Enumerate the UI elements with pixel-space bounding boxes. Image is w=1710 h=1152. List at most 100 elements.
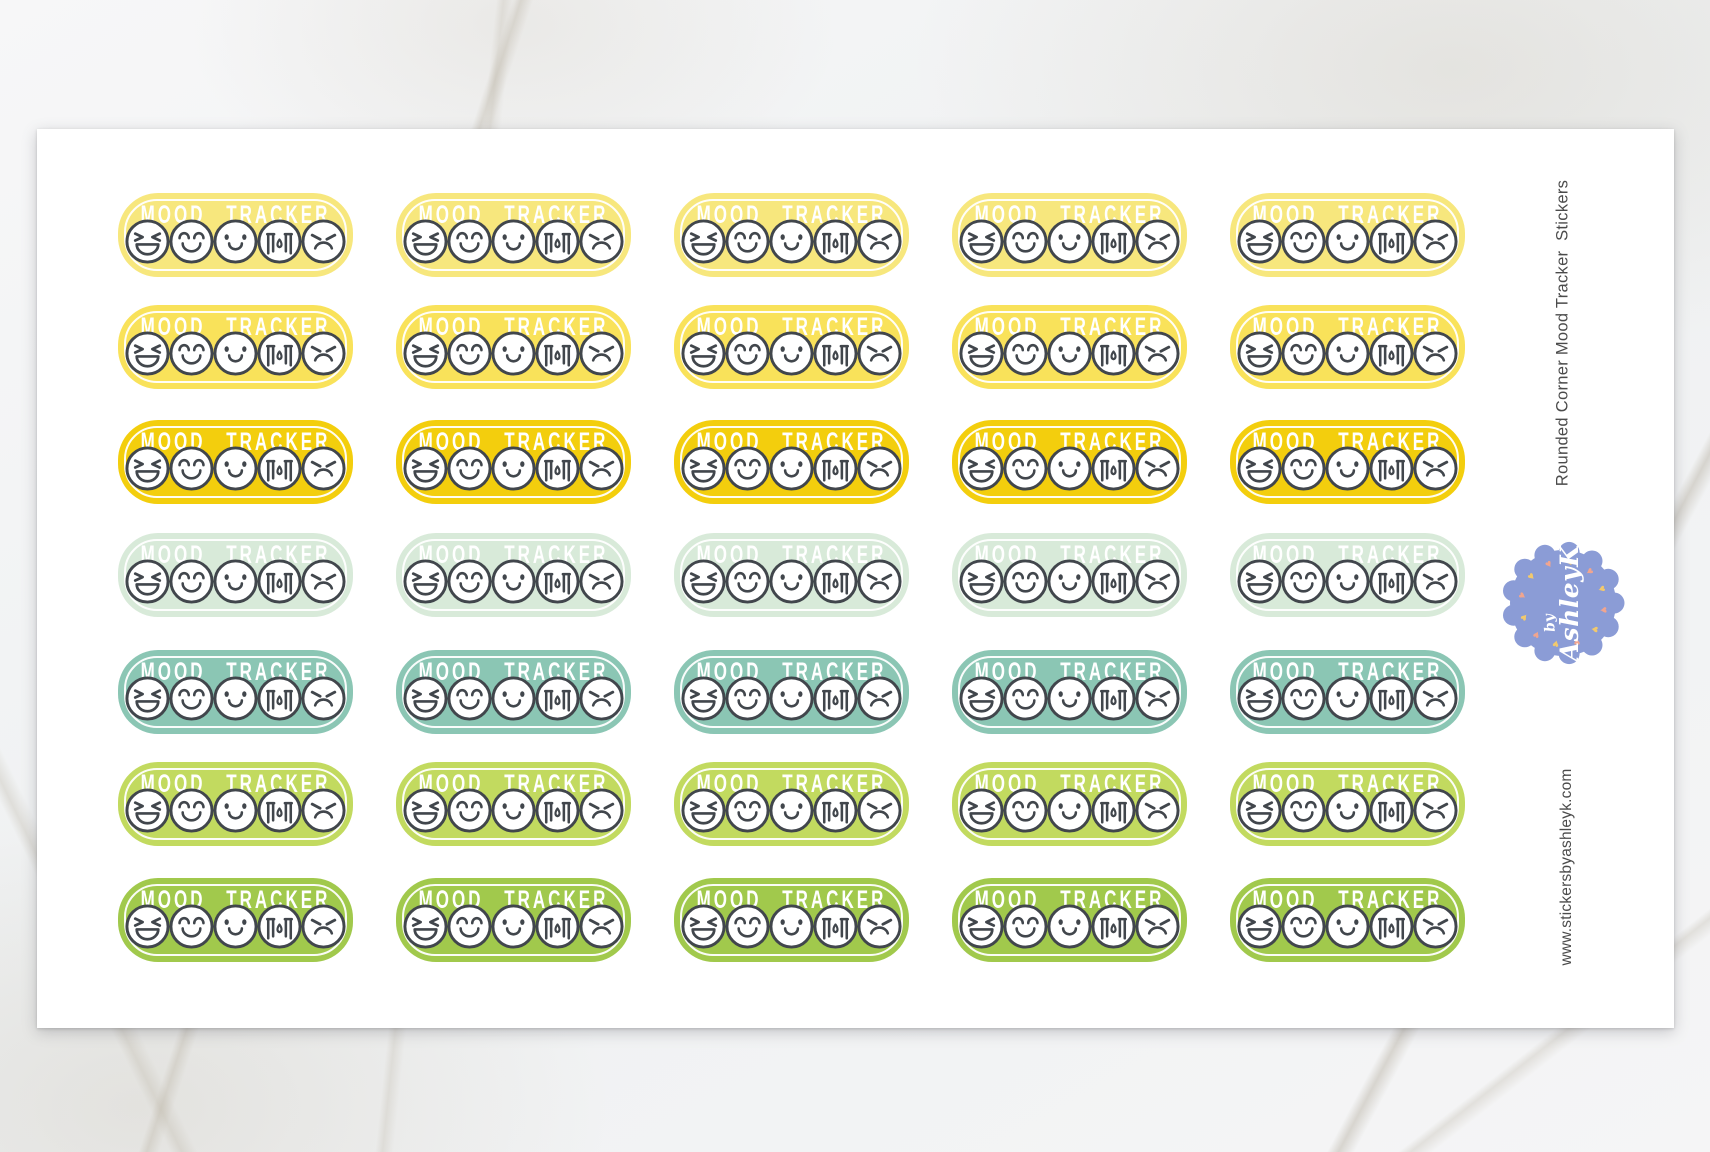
angry-face-icon: [1134, 218, 1181, 265]
angry-face-icon: [1134, 445, 1181, 492]
laughing-face-icon: [958, 218, 1005, 265]
badge-by-label: by: [1541, 613, 1559, 633]
product-title-vertical: Rounded Corner Mood Tracker Stickers: [1553, 179, 1572, 487]
laughing-face-icon: [680, 330, 727, 377]
face-row: [674, 218, 909, 265]
mood-tracker-sticker-teal: MOOD TRACKER: [118, 650, 353, 734]
face-row: [118, 558, 353, 605]
smiling-face-icon: [1046, 218, 1093, 265]
laughing-face-icon: [680, 558, 727, 605]
smiling-face-icon: [490, 558, 537, 605]
face-row: [1230, 218, 1465, 265]
scallop-circle-icon: [1503, 541, 1625, 665]
crying-face-icon: [534, 787, 581, 834]
mood-tracker-sticker-lime: MOOD TRACKER: [118, 762, 353, 846]
mood-tracker-sticker-teal: MOOD TRACKER: [674, 650, 909, 734]
angry-face-icon: [856, 330, 903, 377]
face-row: [674, 675, 909, 722]
angry-face-icon: [578, 675, 625, 722]
laughing-face-icon: [958, 903, 1005, 950]
smiling-face-icon: [490, 903, 537, 950]
face-row: [952, 558, 1187, 605]
crying-face-icon: [812, 330, 859, 377]
face-row: [952, 903, 1187, 950]
face-row: [118, 218, 353, 265]
happy-face-icon: [724, 787, 771, 834]
laughing-face-icon: [1236, 218, 1283, 265]
face-row: [1230, 787, 1465, 834]
happy-face-icon: [1280, 675, 1327, 722]
smiling-face-icon: [1324, 903, 1371, 950]
crying-face-icon: [1090, 558, 1137, 605]
face-row: [674, 445, 909, 492]
smiling-face-icon: [490, 787, 537, 834]
smiling-face-icon: [212, 330, 259, 377]
crying-face-icon: [1368, 903, 1415, 950]
laughing-face-icon: [958, 445, 1005, 492]
angry-face-icon: [300, 903, 347, 950]
mood-tracker-sticker-lime: MOOD TRACKER: [396, 762, 631, 846]
happy-face-icon: [1280, 218, 1327, 265]
laughing-face-icon: [402, 218, 449, 265]
laughing-face-icon: [1236, 787, 1283, 834]
brand-badge: ♥ ♥ ♥ ♥ ♥ ♥ ♥ ♥ ♥ ♥ ♥ ♥ by AshleyK: [1501, 541, 1625, 665]
face-row: [674, 787, 909, 834]
happy-face-icon: [1002, 787, 1049, 834]
face-row: [674, 558, 909, 605]
crying-face-icon: [1368, 787, 1415, 834]
face-row: [396, 675, 631, 722]
angry-face-icon: [1412, 330, 1459, 377]
happy-face-icon: [1002, 558, 1049, 605]
crying-face-icon: [534, 330, 581, 377]
face-row: [952, 218, 1187, 265]
laughing-face-icon: [402, 903, 449, 950]
happy-face-icon: [1002, 445, 1049, 492]
badge-brand-name: AshleyK: [1555, 544, 1584, 662]
happy-face-icon: [1280, 330, 1327, 377]
laughing-face-icon: [402, 330, 449, 377]
happy-face-icon: [446, 787, 493, 834]
face-row: [396, 218, 631, 265]
laughing-face-icon: [680, 903, 727, 950]
smiling-face-icon: [768, 330, 815, 377]
angry-face-icon: [1412, 558, 1459, 605]
face-row: [396, 445, 631, 492]
crying-face-icon: [1090, 787, 1137, 834]
face-row: [118, 903, 353, 950]
happy-face-icon: [724, 675, 771, 722]
smiling-face-icon: [1046, 787, 1093, 834]
smiling-face-icon: [212, 787, 259, 834]
angry-face-icon: [1134, 558, 1181, 605]
face-row: [396, 558, 631, 605]
smiling-face-icon: [768, 558, 815, 605]
smiling-face-icon: [1324, 218, 1371, 265]
angry-face-icon: [300, 330, 347, 377]
face-row: [674, 330, 909, 377]
face-row: [1230, 330, 1465, 377]
mood-tracker-sticker-mint: MOOD TRACKER: [1230, 533, 1465, 617]
smiling-face-icon: [768, 218, 815, 265]
mood-tracker-sticker-teal: MOOD TRACKER: [952, 650, 1187, 734]
laughing-face-icon: [1236, 558, 1283, 605]
mood-tracker-sticker-lime: MOOD TRACKER: [674, 762, 909, 846]
smiling-face-icon: [1324, 558, 1371, 605]
angry-face-icon: [856, 903, 903, 950]
happy-face-icon: [724, 445, 771, 492]
happy-face-icon: [168, 445, 215, 492]
brand-badge-text: by AshleyK: [1501, 541, 1625, 665]
smiling-face-icon: [768, 445, 815, 492]
mood-tracker-sticker-lime: MOOD TRACKER: [952, 762, 1187, 846]
smiling-face-icon: [768, 675, 815, 722]
face-row: [396, 330, 631, 377]
face-row: [118, 787, 353, 834]
smiling-face-icon: [490, 218, 537, 265]
mood-tracker-sticker-yellow: MOOD TRACKER: [952, 305, 1187, 389]
smiling-face-icon: [212, 218, 259, 265]
angry-face-icon: [856, 787, 903, 834]
mood-tracker-sticker-light-yellow: MOOD TRACKER: [1230, 193, 1465, 277]
face-row: [118, 445, 353, 492]
smiling-face-icon: [1046, 903, 1093, 950]
crying-face-icon: [534, 675, 581, 722]
mood-tracker-sticker-teal: MOOD TRACKER: [1230, 650, 1465, 734]
crying-face-icon: [256, 675, 303, 722]
